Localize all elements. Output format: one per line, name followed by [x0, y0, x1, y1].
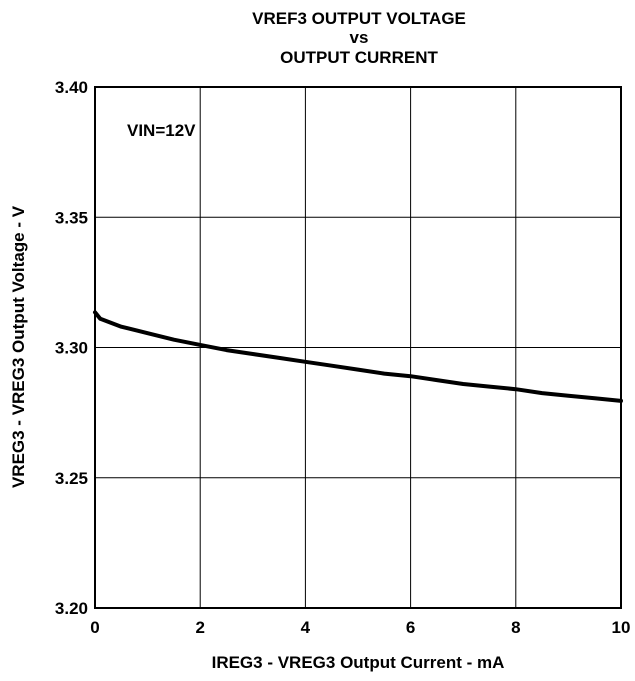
x-tick-label-4: 8	[511, 618, 520, 637]
x-tick-labels: 0 2 4 6 8 10	[90, 618, 630, 637]
y-tick-labels: 3.20 3.25 3.30 3.35 3.40	[55, 78, 88, 618]
x-tick-label-5: 10	[612, 618, 631, 637]
y-tick-label-3: 3.35	[55, 208, 88, 227]
x-tick-label-0: 0	[90, 618, 99, 637]
y-axis-label: VREG3 - VREG3 Output Voltage - V	[9, 205, 28, 488]
y-tick-label-4: 3.40	[55, 78, 88, 97]
grid	[95, 87, 621, 608]
y-tick-label-1: 3.25	[55, 469, 88, 488]
plot-border	[94, 86, 622, 609]
vin-annotation: VIN=12V	[127, 121, 196, 140]
series-group	[93, 310, 623, 403]
y-tick-label-0: 3.20	[55, 599, 88, 618]
plot-frame	[94, 86, 622, 609]
x-axis-label: IREG3 - VREG3 Output Current - mA	[212, 653, 505, 672]
x-tick-label-1: 2	[195, 618, 204, 637]
x-tick-label-3: 6	[406, 618, 415, 637]
chart-title-line-1: VREF3 OUTPUT VOLTAGE	[252, 9, 466, 28]
chart-title-line-2: vs	[350, 28, 369, 47]
y-tick-label-2: 3.30	[55, 339, 88, 358]
chart-title-line-3: OUTPUT CURRENT	[280, 48, 438, 67]
series-line-0	[93, 310, 623, 403]
x-tick-label-2: 4	[301, 618, 311, 637]
